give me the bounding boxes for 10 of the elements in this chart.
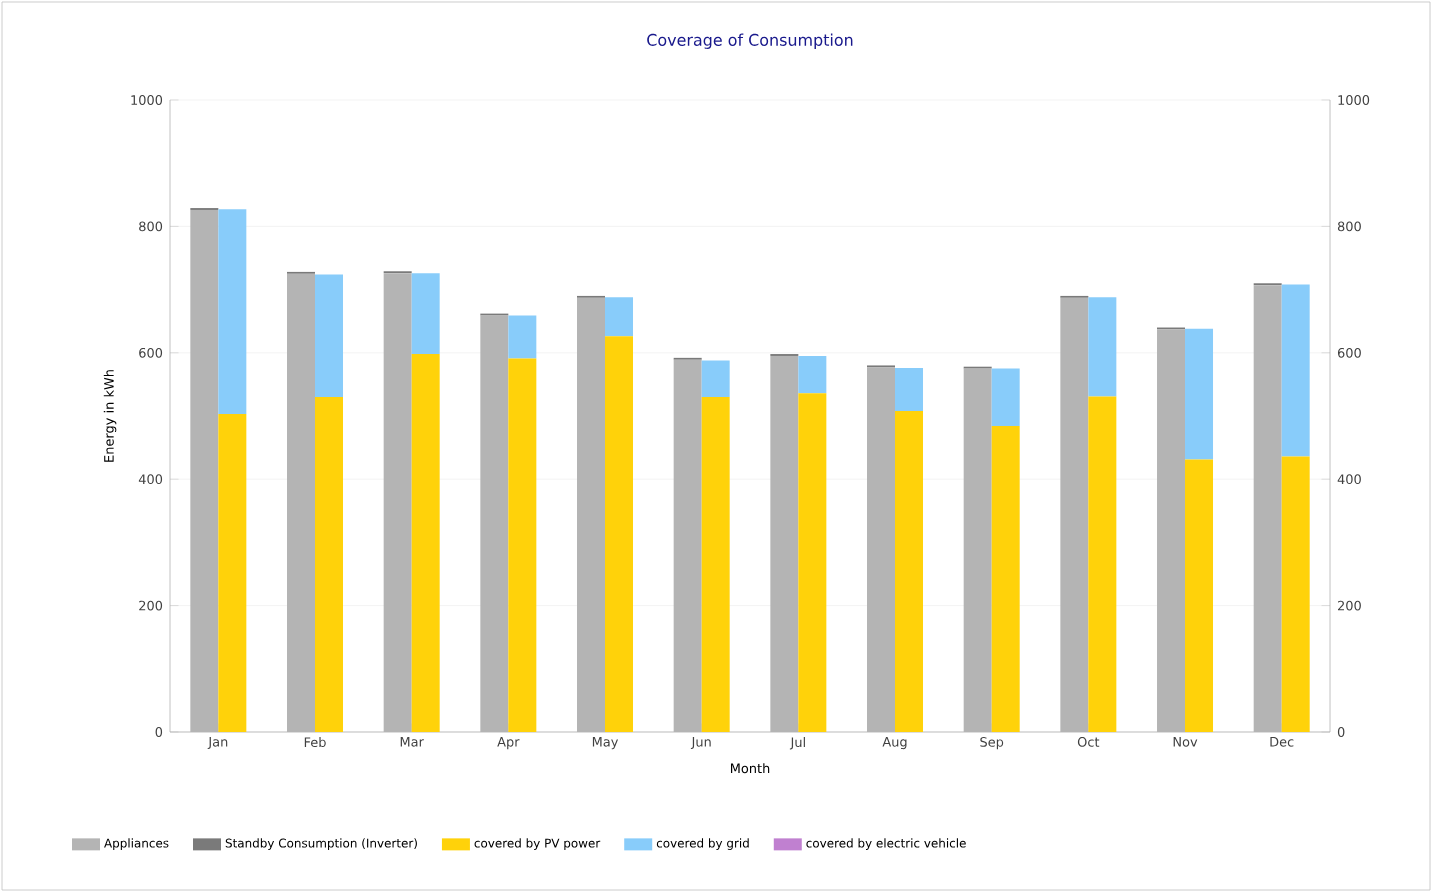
bar <box>701 360 730 398</box>
bar <box>411 273 440 355</box>
bar <box>798 355 827 394</box>
bar <box>1185 328 1214 460</box>
bar <box>508 315 537 359</box>
bar <box>605 297 634 337</box>
bar <box>1088 297 1117 397</box>
bar <box>895 367 924 411</box>
bar <box>315 274 344 398</box>
bar <box>991 368 1020 427</box>
